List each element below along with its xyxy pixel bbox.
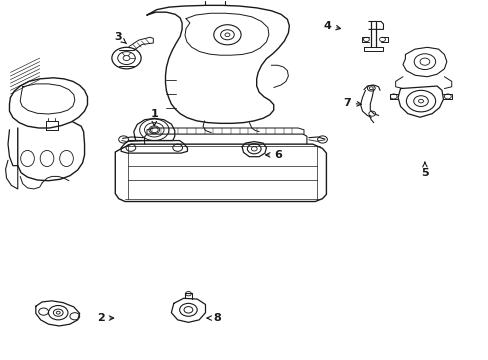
Text: 4: 4 (323, 21, 340, 31)
Text: 8: 8 (206, 313, 221, 323)
Text: 3: 3 (114, 32, 126, 44)
Text: 1: 1 (150, 109, 158, 126)
Text: 5: 5 (420, 162, 428, 178)
Text: 2: 2 (97, 313, 114, 323)
Text: 7: 7 (342, 98, 361, 108)
Text: 6: 6 (265, 150, 282, 160)
